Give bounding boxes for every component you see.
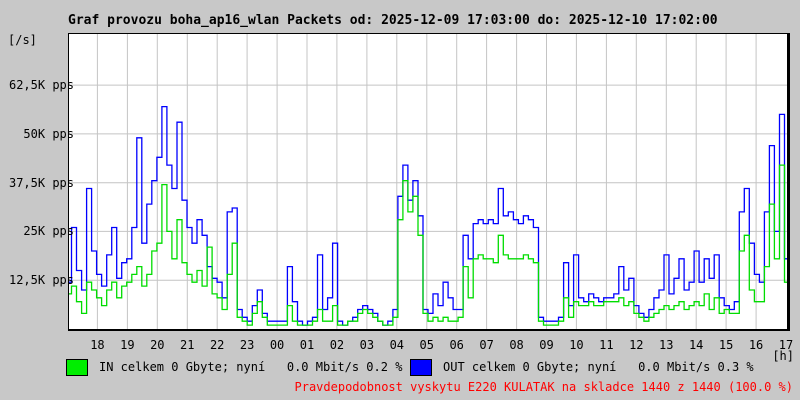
- series-line-out: [69, 105, 787, 326]
- x-tick-label: 19: [120, 338, 135, 352]
- x-tick-label: 23: [239, 338, 255, 352]
- x-tick-label: 20: [150, 338, 165, 352]
- legend-out-swatch: [410, 359, 432, 376]
- x-tick-label: 16: [748, 338, 764, 352]
- x-tick-label: 09: [539, 338, 554, 352]
- status-line: Pravdepodobnost vyskytu E220 KULATAK na …: [294, 380, 794, 394]
- x-tick-label: 12: [629, 338, 644, 352]
- series-line-in: [69, 164, 787, 326]
- y-axis-unit-label: [/s]: [8, 33, 37, 47]
- x-tick-label: 13: [659, 338, 674, 352]
- x-tick-label: 05: [419, 338, 434, 352]
- x-tick-label: 08: [509, 338, 524, 352]
- x-tick-label: 01: [299, 338, 315, 352]
- x-tick-label: 06: [449, 338, 464, 352]
- y-tick-label: 12,5K pps: [8, 273, 74, 288]
- x-tick-label: 21: [180, 338, 195, 352]
- y-tick-label: 62,5K pps: [8, 78, 74, 93]
- legend-in-label: IN celkem 0 Gbyte; nyní 0.0 Mbit/s 0.2 %: [99, 360, 403, 374]
- traffic-chart-svg: [69, 34, 787, 329]
- plot-area: [68, 33, 790, 331]
- x-tick-label: 15: [718, 338, 734, 352]
- x-tick-label: 10: [569, 338, 584, 352]
- legend-in-swatch: [66, 359, 88, 376]
- x-tick-label: 18: [90, 338, 105, 352]
- y-tick-label: 50K pps: [23, 126, 74, 141]
- y-tick-label: 37,5K pps: [8, 175, 74, 190]
- x-tick-label: 17: [778, 338, 794, 352]
- x-tick-label: 00: [269, 338, 285, 352]
- x-axis-unit-label: [h]: [772, 349, 794, 363]
- x-tick-label: 04: [389, 338, 405, 352]
- x-tick-label: 02: [329, 338, 345, 352]
- x-tick-label: 03: [359, 338, 375, 352]
- x-tick-label: 22: [209, 338, 225, 352]
- x-tick-label: 14: [688, 338, 704, 352]
- x-tick-label: 11: [599, 338, 614, 352]
- x-tick-label: 07: [479, 338, 494, 352]
- legend-out-label: OUT celkem 0 Gbyte; nyní 0.0 Mbit/s 0.3 …: [443, 360, 754, 374]
- graph-title: Graf provozu boha_ap16_wlan Packets od: …: [68, 13, 718, 28]
- y-tick-label: 25K pps: [23, 224, 74, 239]
